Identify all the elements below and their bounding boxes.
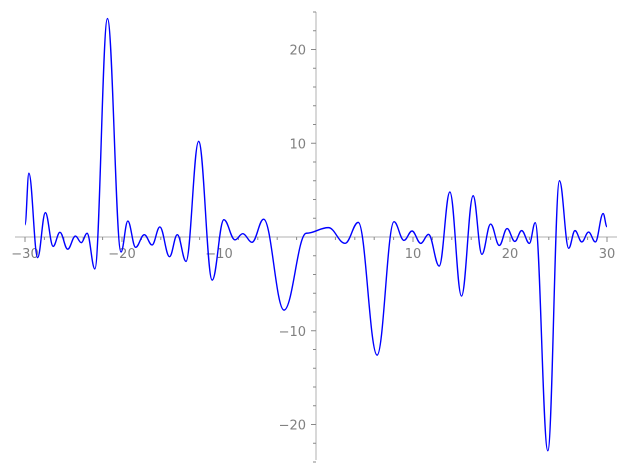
y-tick-label: −10 (279, 325, 306, 340)
series-line (24, 17, 608, 452)
tick-labels: −30 −20 −10 10 20 30 −20 −10 10 20 (11, 44, 615, 434)
x-tick-label: 20 (502, 247, 519, 262)
x-tick-label: −20 (108, 247, 135, 262)
x-tick-label: −30 (11, 247, 38, 262)
y-tick-label: −20 (279, 419, 306, 434)
y-tick-label: 20 (289, 44, 306, 59)
axes (15, 12, 617, 460)
x-tick-label: 10 (405, 247, 422, 262)
x-tick-label: −10 (205, 247, 232, 262)
x-tick-label: 30 (599, 247, 616, 262)
y-tick-label: 10 (289, 137, 306, 152)
